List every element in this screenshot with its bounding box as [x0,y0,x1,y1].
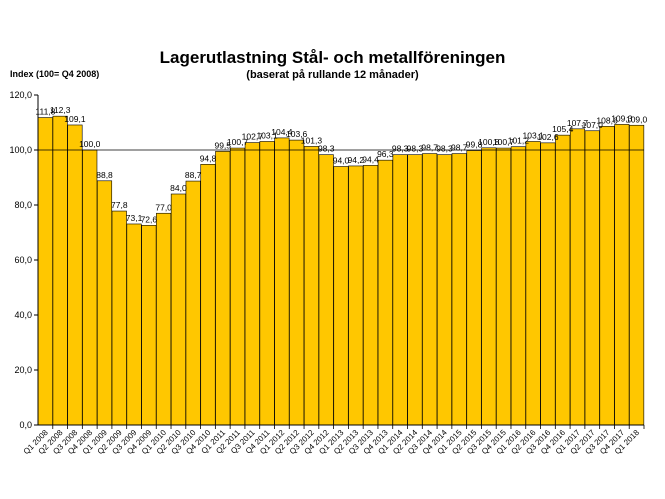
bar [96,180,113,426]
bar [451,153,467,426]
bar [111,210,127,426]
data-label: 96,3 [377,149,394,159]
bar [436,154,453,426]
bar [407,154,423,426]
bar [392,154,408,426]
bar [377,159,393,426]
bar [363,165,379,426]
data-label: 100,8 [478,137,500,147]
bar [422,153,438,426]
data-label: 108,6 [596,115,618,125]
bar [614,124,630,426]
y-tick-label: 20,0 [14,365,32,375]
data-label: 111,8 [35,107,55,117]
data-label: 107,0 [582,120,604,130]
y-tick-label: 80,0 [14,200,32,210]
bar [229,147,246,426]
data-label: 102,7 [242,132,264,142]
bar [584,130,600,426]
y-tick-label: 100,0 [9,145,32,155]
bar [510,146,526,426]
data-label: 77,0 [155,202,172,212]
data-label: 94,2 [348,155,365,165]
data-label: 109,0 [626,114,648,124]
bar [333,166,349,426]
chart-subtitle: (baserat på rullande 12 månader) [246,69,419,81]
y-tick-label: 0,0 [19,420,32,430]
data-label: 109,1 [64,114,86,124]
data-label: 102,6 [537,132,559,142]
bar [156,212,172,426]
bar [215,151,231,426]
data-label: 94,0 [333,156,350,166]
data-label: 107,7 [567,118,589,128]
data-label: 94,8 [200,153,217,163]
data-label: 99,5 [214,140,231,150]
data-label: 88,8 [96,170,113,180]
bar [540,142,556,426]
data-label: 100,0 [79,139,101,149]
data-label: 77,8 [111,200,128,210]
bar [170,193,186,426]
data-label: 100,7 [493,137,515,147]
bar [200,164,216,426]
bar [37,117,53,426]
data-label: 98,7 [421,143,438,153]
y-tick-label: 120,0 [9,90,32,100]
data-label: 104,4 [271,127,293,137]
bar [481,147,497,426]
bar [52,115,68,426]
bar [141,225,157,426]
data-label: 98,3 [407,144,424,154]
data-label: 101,2 [508,136,530,146]
data-label: 101,3 [301,135,323,145]
data-label: 100,7 [227,137,249,147]
bar [496,147,512,426]
data-label: 84,0 [170,183,187,193]
bar [555,134,571,426]
bar [289,139,305,426]
bar [82,149,98,426]
data-label: 73,1 [126,213,143,223]
data-label: 99,8 [466,140,483,150]
data-label: 98,3 [436,144,453,154]
data-label: 98,7 [451,143,468,153]
bar [569,128,586,426]
bar [274,137,290,426]
bar [244,142,260,426]
bar [629,124,645,426]
bar [318,154,334,426]
data-label: 94,4 [362,154,379,164]
bar [466,150,482,426]
y-tick-label: 40,0 [14,310,32,320]
chart-title: Lagerutlastning Stål- och metallförening… [159,48,506,67]
bar [348,165,364,426]
y-tick-label: 60,0 [14,255,32,265]
bar [599,126,615,426]
data-label: 105,4 [552,124,574,134]
data-label: 112,3 [50,105,71,115]
data-label: 72,6 [141,214,158,224]
data-label: 98,3 [392,144,409,154]
data-label: 88,7 [185,170,202,180]
bar [303,146,319,426]
bar [67,124,83,426]
data-label: 98,3 [318,144,335,154]
bar [185,180,201,426]
data-label: 103,1 [523,130,545,140]
bar [126,223,142,426]
bar [525,141,541,426]
data-label: 103,1 [256,130,278,140]
data-label: 109,3 [611,113,633,123]
y-axis-label: Index (100= Q4 2008) [10,69,100,79]
bar [259,141,275,426]
data-label: 103,6 [286,129,308,139]
